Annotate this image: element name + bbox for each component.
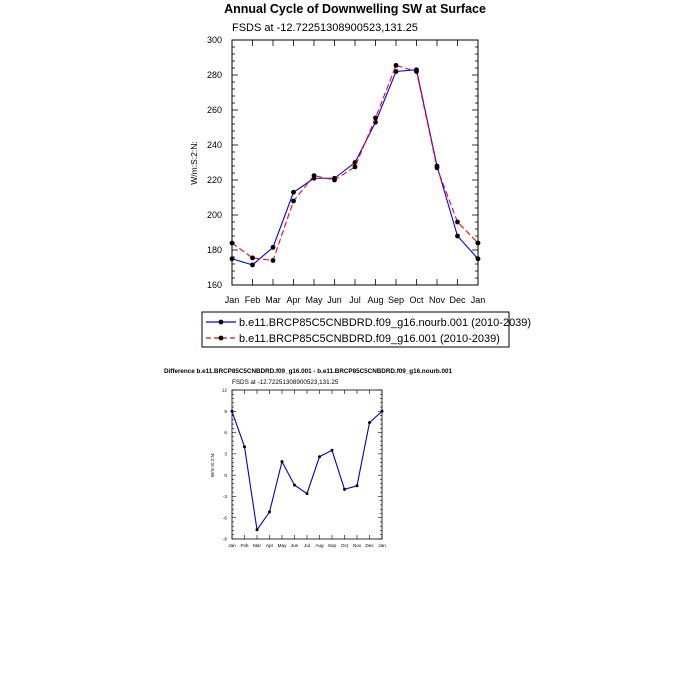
data-point-series-1 <box>475 240 481 246</box>
y-tick-label: -9 <box>223 537 228 542</box>
chart2-title: Difference b.e11.BRCP85C5CNBDRD.f09_g16.… <box>164 368 453 375</box>
x-tick-label: May <box>278 543 288 548</box>
x-tick-label: Nov <box>429 295 446 305</box>
data-point-series-0 <box>229 256 235 262</box>
data-point-series-1 <box>250 255 255 261</box>
data-point-series-0 <box>355 484 359 488</box>
data-point-series-0 <box>343 487 346 491</box>
x-tick-label: Aug <box>367 295 383 305</box>
x-tick-label: Mar <box>265 295 281 305</box>
x-tick-label: Aug <box>315 543 324 548</box>
x-tick-label: Jun <box>291 543 299 548</box>
chart1-title: Annual Cycle of Downwelling SW at Surfac… <box>224 2 486 16</box>
data-point-series-0 <box>475 256 481 262</box>
legend1-label: b.e11.BRCP85C5CNBDRD.f09_g16.nourb.001 (… <box>239 317 531 329</box>
x-tick-label: Sep <box>328 543 337 548</box>
chart2-ylabel: W/m:S:2:N: <box>210 453 216 478</box>
data-point-series-0 <box>255 528 259 532</box>
y-tick-label: 240 <box>207 140 222 150</box>
x-tick-label: Jan <box>471 295 486 305</box>
chart2-subtitle: FSDS at -12.72251308900523,131.25 <box>232 379 339 386</box>
y-tick-label: 180 <box>207 245 222 255</box>
x-tick-label: Apr <box>266 543 274 548</box>
x-tick-label: Feb <box>240 543 248 548</box>
y-tick-label: 280 <box>207 70 222 80</box>
x-tick-label: Nov <box>353 543 362 548</box>
data-point-series-0 <box>280 460 284 464</box>
data-point-series-0 <box>380 409 384 413</box>
chart1-legend-box <box>201 311 510 348</box>
x-tick-label: Apr <box>286 295 300 305</box>
x-tick-label: Oct <box>409 295 424 305</box>
data-point-series-0 <box>393 69 399 74</box>
data-point-series-0 <box>368 421 371 425</box>
y-tick-label: 6 <box>224 430 227 435</box>
chart1-subtitle: FSDS at -12.72251308900523,131.25 <box>232 22 418 34</box>
chart1-ylabel: W/m:S:2:N: <box>189 141 199 184</box>
data-point-series-1 <box>270 258 276 263</box>
x-tick-label: Jul <box>304 543 310 548</box>
x-tick-label: Jan <box>228 543 236 548</box>
series-line-0 <box>231 410 383 532</box>
y-tick-label: 200 <box>207 210 222 220</box>
x-tick-label: Dec <box>449 295 466 305</box>
data-point-series-1 <box>311 173 317 179</box>
data-point-series-0 <box>318 455 321 459</box>
data-point-series-0 <box>293 483 296 487</box>
data-point-series-1 <box>291 198 296 204</box>
data-point-series-1 <box>393 62 399 68</box>
y-tick-label: 160 <box>207 280 222 290</box>
data-point-series-0 <box>268 510 271 514</box>
x-tick-label: Feb <box>245 295 261 305</box>
x-tick-label: May <box>305 295 323 305</box>
data-point-series-1 <box>373 115 378 121</box>
y-tick-label: 220 <box>207 175 222 185</box>
x-tick-label: Oct <box>341 543 349 548</box>
legend1-marker <box>218 319 224 325</box>
y-tick-label: 3 <box>224 452 227 457</box>
y-tick-label: -3 <box>223 494 228 499</box>
data-point-series-0 <box>330 448 334 452</box>
x-tick-label: Jan <box>378 543 386 548</box>
x-tick-label: Jul <box>349 295 361 305</box>
data-point-series-0 <box>291 189 296 195</box>
y-tick-label: -6 <box>223 515 228 520</box>
y-tick-label: 0 <box>224 473 227 478</box>
data-point-series-0 <box>230 409 234 413</box>
y-tick-label: 300 <box>207 35 222 45</box>
data-point-series-1 <box>229 240 235 246</box>
y-tick-label: 260 <box>207 105 222 115</box>
x-tick-label: Mar <box>253 543 262 548</box>
legend2-label: b.e11.BRCP85C5CNBDRD.f09_g16.001 (2010-2… <box>239 333 500 345</box>
data-point-series-0 <box>250 262 255 268</box>
data-point-series-1 <box>455 219 460 225</box>
data-point-series-0 <box>270 244 276 250</box>
data-point-series-1 <box>332 177 337 183</box>
data-point-series-0 <box>243 445 246 449</box>
x-tick-label: Jun <box>327 295 342 305</box>
x-tick-label: Jan <box>225 295 240 305</box>
data-point-series-1 <box>352 164 358 170</box>
data-point-series-0 <box>305 492 309 496</box>
y-tick-label: 9 <box>224 409 227 414</box>
x-tick-label: Dec <box>365 543 374 548</box>
legend2-marker <box>218 335 224 341</box>
y-tick-label: 12 <box>222 388 228 393</box>
data-point-series-1 <box>434 165 440 171</box>
data-point-series-1 <box>414 69 419 74</box>
data-point-series-0 <box>455 233 460 239</box>
x-tick-label: Sep <box>388 295 404 305</box>
